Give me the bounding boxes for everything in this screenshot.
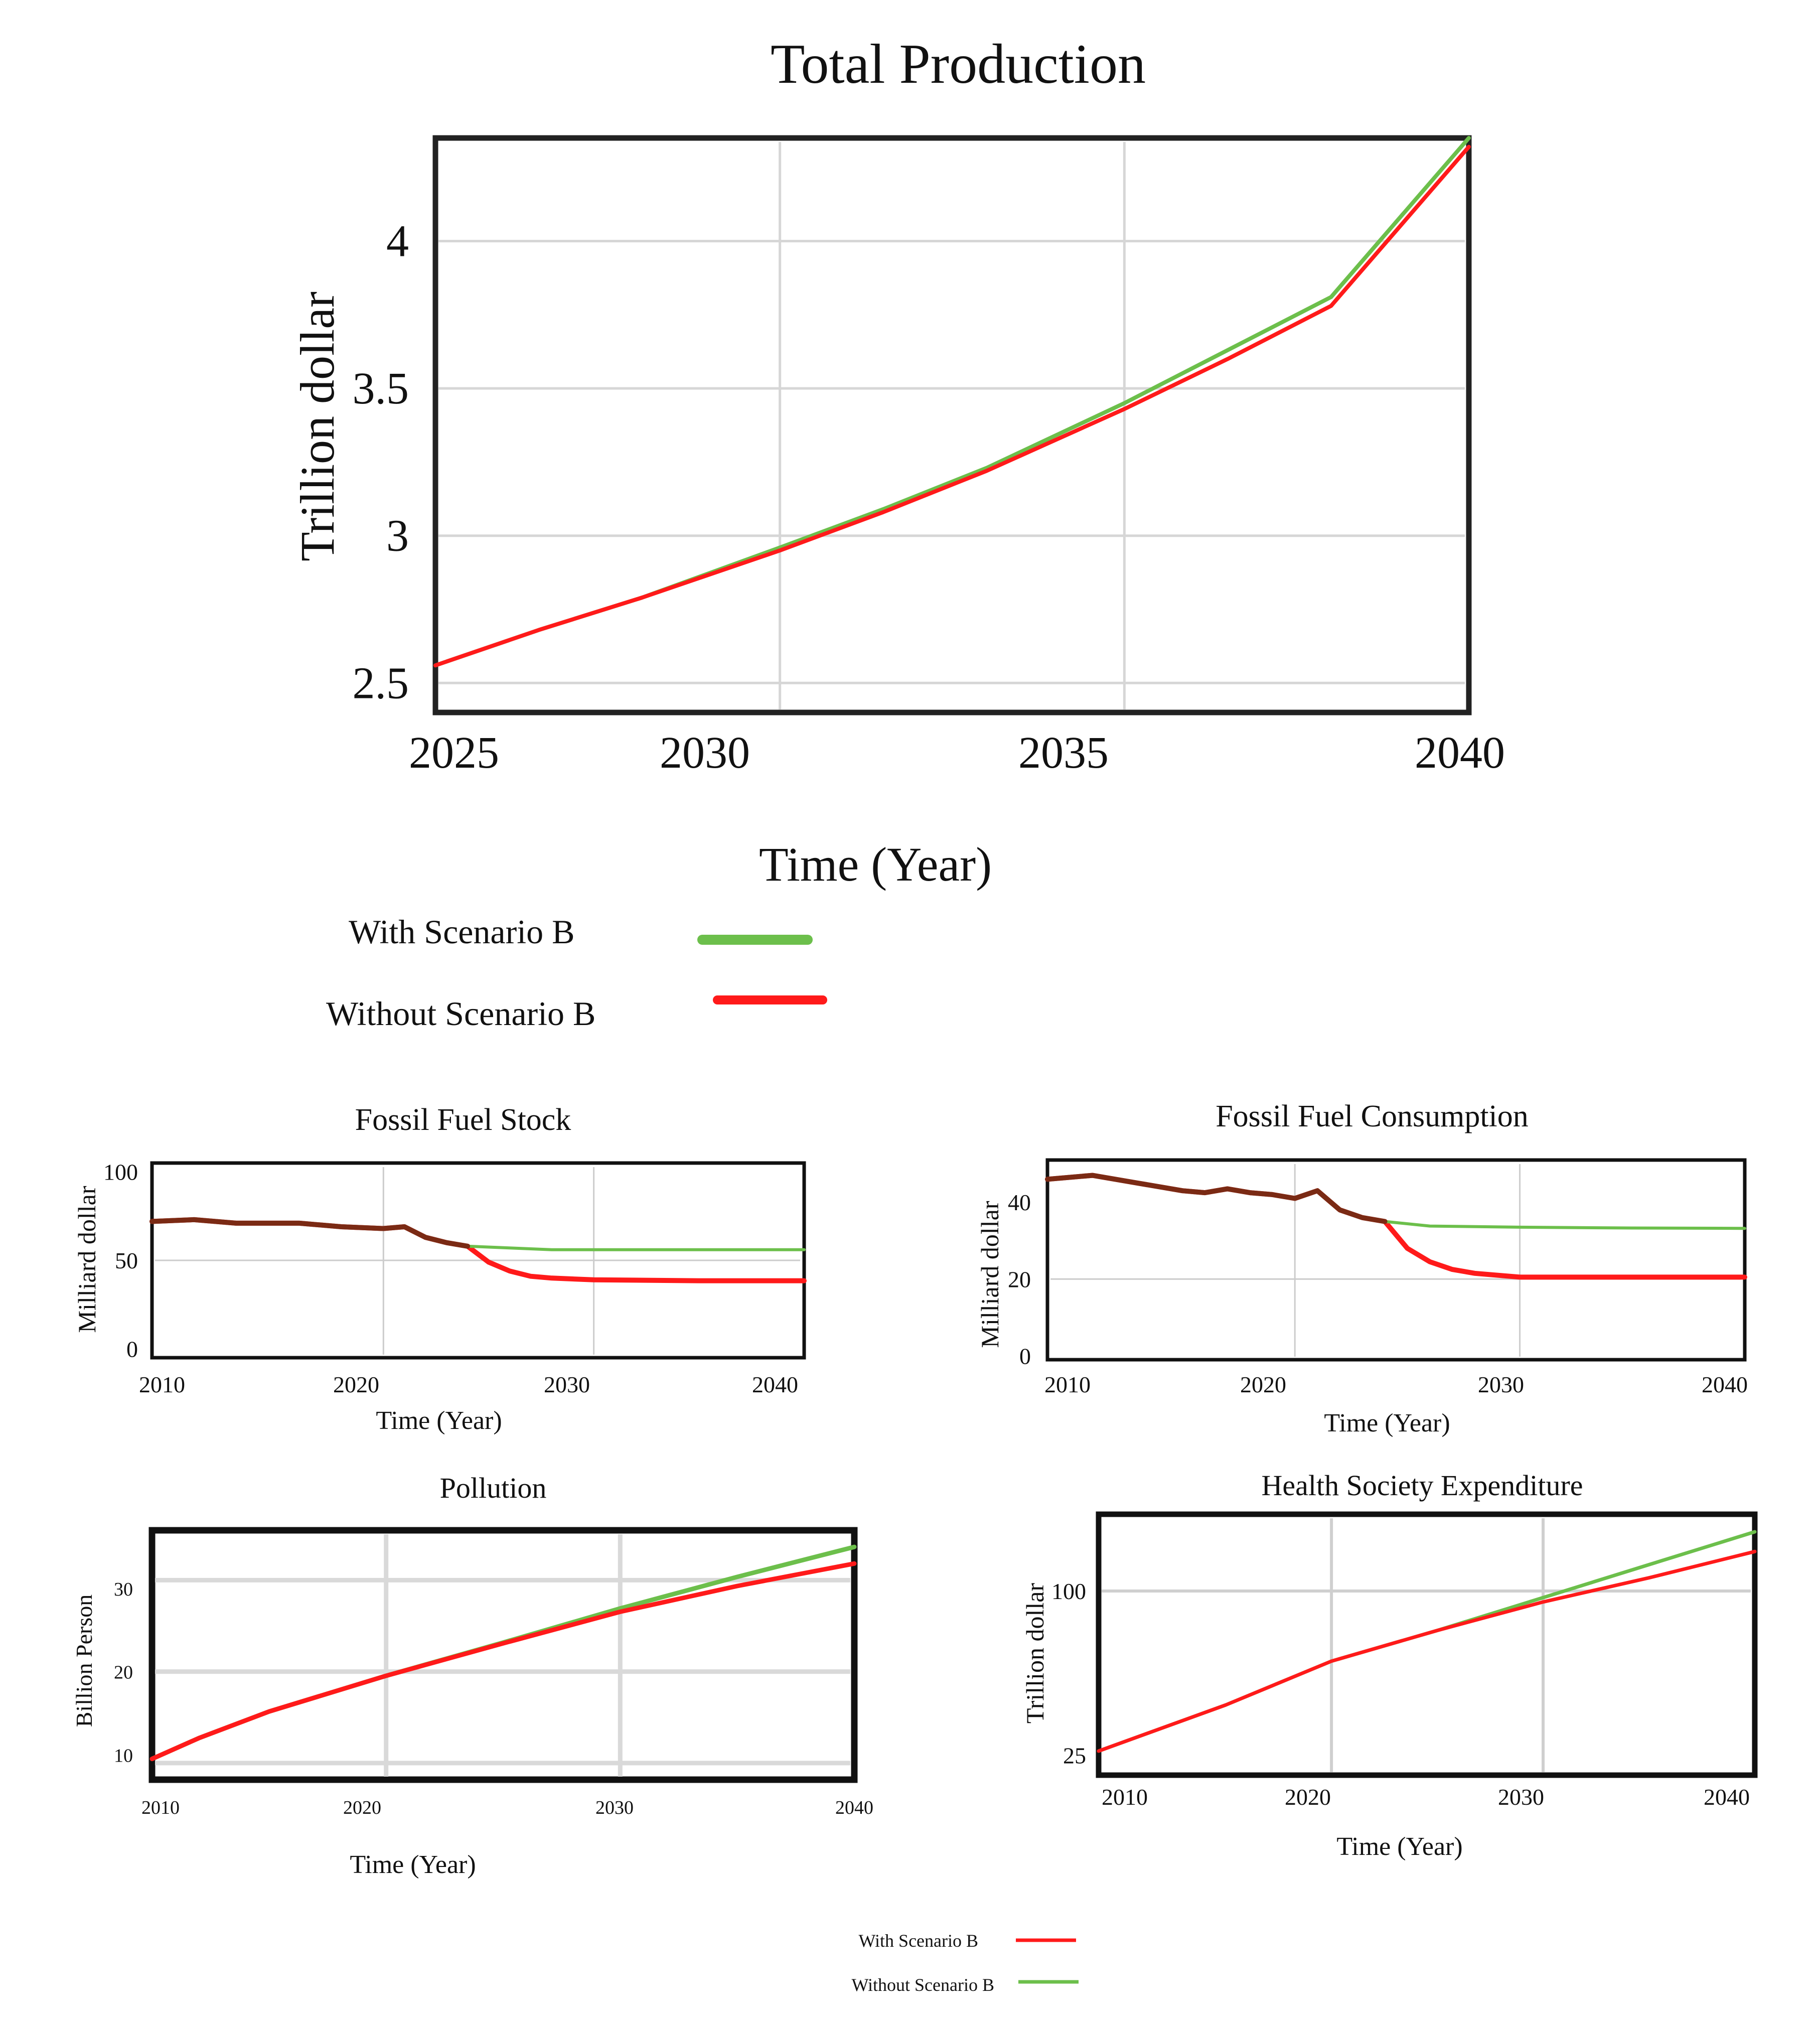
chart-title: Fossil Fuel Consumption [1216,1099,1529,1133]
series-line-with-scenario-b [433,136,1471,668]
y-tick-label: 30 [114,1579,133,1600]
plot-area: 2025 2030 2035 2040 2.5 3 3.5 4 [353,136,1505,778]
chart-title: Pollution [440,1472,547,1504]
plot-frame [150,1161,806,1360]
x-tick-label: 2040 [835,1797,873,1818]
legend-bottom: With Scenario B Without Scenario B [851,1931,1079,1995]
plot-area: 2010 2020 2030 2040 25 100 [1051,1518,1757,1810]
y-axis-label: Milliard dollar [976,1201,1004,1348]
chart-title: Fossil Fuel Stock [355,1103,571,1137]
x-tick-label: 2010 [139,1372,185,1397]
legend-label-with: With Scenario B [349,913,575,951]
x-axis-label: Time (Year) [1324,1409,1450,1437]
y-tick-label: 100 [103,1160,138,1185]
y-tick-label: 2.5 [353,658,409,708]
y-axis-label: Trillion dollar [1021,1583,1049,1723]
x-axis-label: Time (Year) [1336,1832,1462,1861]
legend-label-without: Without Scenario B [851,1975,994,1995]
x-tick-label: 2040 [1415,728,1505,778]
legend-top: With Scenario B Without Scenario B [326,913,827,1033]
x-tick-label: 2010 [141,1797,180,1818]
x-tick-label: 2030 [1478,1372,1524,1397]
chart-title: Health Society Expenditure [1261,1469,1583,1502]
legend-label-without: Without Scenario B [326,994,595,1033]
series-line-without-scenario-b [1045,1173,1747,1280]
plot-frame [432,135,1472,715]
plot-frame [1096,1511,1758,1778]
x-tick-label: 2020 [1240,1372,1286,1397]
x-tick-label: 2040 [1702,1372,1748,1397]
x-tick-label: 2030 [544,1372,590,1397]
y-tick-label: 0 [126,1336,138,1362]
y-tick-label: 100 [1051,1578,1086,1604]
series-line-with-scenario-b [1097,1530,1757,1753]
y-tick-label: 3.5 [353,364,409,413]
series-overlap-line [149,1217,470,1249]
x-axis-label: Time (Year) [759,837,992,891]
x-tick-label: 2010 [1102,1784,1148,1810]
x-tick-label: 2040 [752,1372,798,1397]
chart-total-production: Total Production 2025 2030 2035 2040 2.5 3 3.5… [290,33,1505,891]
x-axis-label: Time (Year) [376,1406,502,1435]
plot-frame [1045,1158,1747,1362]
x-tick-label: 2020 [333,1372,379,1397]
plot-area: 2010 2020 2030 2040 0 50 100 [103,1160,807,1397]
y-axis-label: Trillion dollar [290,292,344,561]
y-tick-label: 4 [386,217,409,266]
series-line-without-scenario-b [149,1561,857,1762]
y-tick-label: 3 [386,511,409,561]
y-tick-label: 25 [1063,1743,1086,1769]
chart-title: Total Production [771,33,1146,95]
chart-health-society-expenditure: Health Society Expenditure 2010 2020 2030 2… [1021,1469,1758,1861]
x-tick-label: 2030 [1498,1784,1544,1810]
y-axis-label: Billion Person [71,1595,97,1727]
series-line-without-scenario-b [433,145,1471,668]
x-tick-label: 2040 [1704,1784,1750,1810]
series-line-without-scenario-b [1097,1549,1757,1753]
x-tick-label: 2020 [343,1797,381,1818]
y-tick-label: 50 [115,1248,138,1273]
plot-frame [148,1527,858,1783]
x-tick-label: 2035 [1018,728,1109,778]
y-axis-label: Milliard dollar [73,1186,101,1333]
x-tick-label: 2010 [1044,1372,1091,1397]
x-tick-label: 2030 [595,1797,634,1818]
series-overlap-line [1045,1173,1388,1224]
chart-fossil-fuel-consumption: Fossil Fuel Consumption 2010 2020 2030 2040… [976,1099,1748,1437]
chart-fossil-fuel-stock: Fossil Fuel Stock 2010 2020 2030 2040 0 50 100… [73,1103,807,1435]
x-tick-label: 2020 [1285,1784,1331,1810]
y-tick-label: 40 [1008,1190,1031,1215]
y-tick-label: 20 [1008,1266,1031,1292]
x-tick-label: 2025 [409,728,499,778]
x-axis-label: Time (Year) [350,1850,476,1879]
y-tick-label: 20 [114,1662,133,1683]
x-tick-label: 2030 [660,728,750,778]
legend-label-with: With Scenario B [859,1931,979,1951]
y-tick-label: 10 [114,1745,133,1766]
y-tick-label: 0 [1019,1343,1031,1369]
